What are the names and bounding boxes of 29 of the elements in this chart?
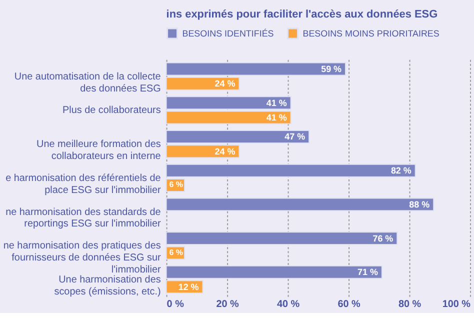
data-label: 88 % [409,199,430,210]
legend-label: BESOINS IDENTIFIÉS [182,28,274,39]
data-label: 82 % [390,166,412,176]
data-label: 41 % [266,112,287,123]
x-tick-label: 80 % [398,298,422,310]
x-tick-label: 60 % [338,298,361,310]
y-tick-label: e harmonisation des référentiels de place ESG sur l'immobilier [6,172,162,196]
y-tick-label: ne harmonisation des pratiques des fournisseurs de données ESG sur l'immobilier [3,240,162,276]
data-label: 76 % [372,233,394,244]
y-tick-label: ne harmonisation des standards de reportings ESG sur l'immobilier [6,206,162,230]
y-tick-label: Une automatisation de la collecte des données ESG [14,71,162,94]
legend-label: BESOINS MOINS PRIORITAIRES [302,28,440,39]
y-tick-label: Une meilleure formation des collaborateurs en interne [36,139,162,162]
chart-title: ins exprimés pour faciliter l'accès aux données ESG [166,8,438,21]
x-tick-label: 100 % [442,298,471,310]
data-label: 24 % [214,78,236,89]
data-label: 59 % [321,64,342,74]
data-label: 12 % [178,282,199,292]
data-label: 6 % [169,180,184,190]
data-label: 41 % [266,98,287,108]
y-tick-label: Plus de collaborateurs [62,105,161,116]
data-label: 47 % [284,132,306,142]
data-label: 71 % [358,267,378,278]
data-label: 6 % [169,248,184,257]
y-tick-label: Une harmonisation des scopes (émissions, etc.) [54,274,161,298]
x-tick-label: 40 % [276,298,300,310]
x-tick-label: 20 % [216,298,240,310]
x-tick-label: 0 % [166,298,184,310]
data-label: 24 % [214,146,236,156]
